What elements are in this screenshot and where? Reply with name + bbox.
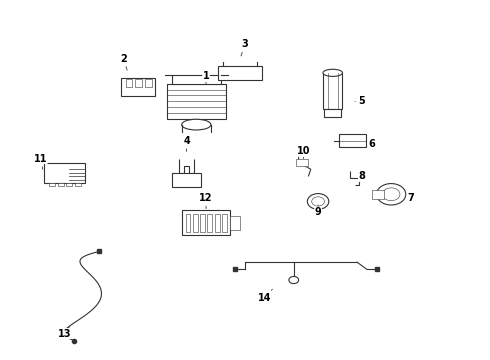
Bar xyxy=(324,109,341,117)
Text: 5: 5 xyxy=(355,96,366,107)
Bar xyxy=(167,84,225,119)
Ellipse shape xyxy=(182,119,211,130)
Bar xyxy=(182,210,230,235)
Bar xyxy=(121,78,155,96)
Text: 6: 6 xyxy=(368,139,375,149)
Circle shape xyxy=(289,276,298,284)
Bar xyxy=(193,214,198,232)
Text: 10: 10 xyxy=(297,147,310,158)
Bar xyxy=(172,75,220,84)
Text: 14: 14 xyxy=(258,289,272,303)
Bar xyxy=(67,183,73,186)
Text: 2: 2 xyxy=(120,54,127,70)
Bar xyxy=(200,214,205,232)
Bar xyxy=(207,214,212,232)
Bar xyxy=(172,173,201,187)
Text: 1: 1 xyxy=(203,71,209,84)
Bar xyxy=(135,79,142,87)
Bar xyxy=(372,190,384,199)
Bar xyxy=(218,66,262,80)
Bar xyxy=(186,214,191,232)
Bar xyxy=(49,183,55,186)
Circle shape xyxy=(376,184,406,205)
Bar xyxy=(339,134,366,147)
Text: 12: 12 xyxy=(199,193,213,208)
Circle shape xyxy=(307,194,329,209)
Bar xyxy=(230,216,240,230)
Text: 4: 4 xyxy=(183,136,190,152)
Bar xyxy=(215,214,220,232)
Ellipse shape xyxy=(323,69,343,76)
Bar xyxy=(125,79,132,87)
Circle shape xyxy=(382,188,400,201)
Text: 8: 8 xyxy=(359,171,366,181)
Bar xyxy=(58,183,64,186)
Circle shape xyxy=(312,197,324,206)
Text: 13: 13 xyxy=(58,327,72,339)
Bar xyxy=(323,73,343,109)
Text: 9: 9 xyxy=(315,205,321,217)
Bar xyxy=(296,158,308,166)
Text: 7: 7 xyxy=(407,193,414,203)
Bar xyxy=(145,79,152,87)
Text: 3: 3 xyxy=(241,39,248,56)
Text: 11: 11 xyxy=(34,154,47,169)
Bar xyxy=(222,214,227,232)
Bar xyxy=(44,163,85,183)
Bar xyxy=(75,183,81,186)
